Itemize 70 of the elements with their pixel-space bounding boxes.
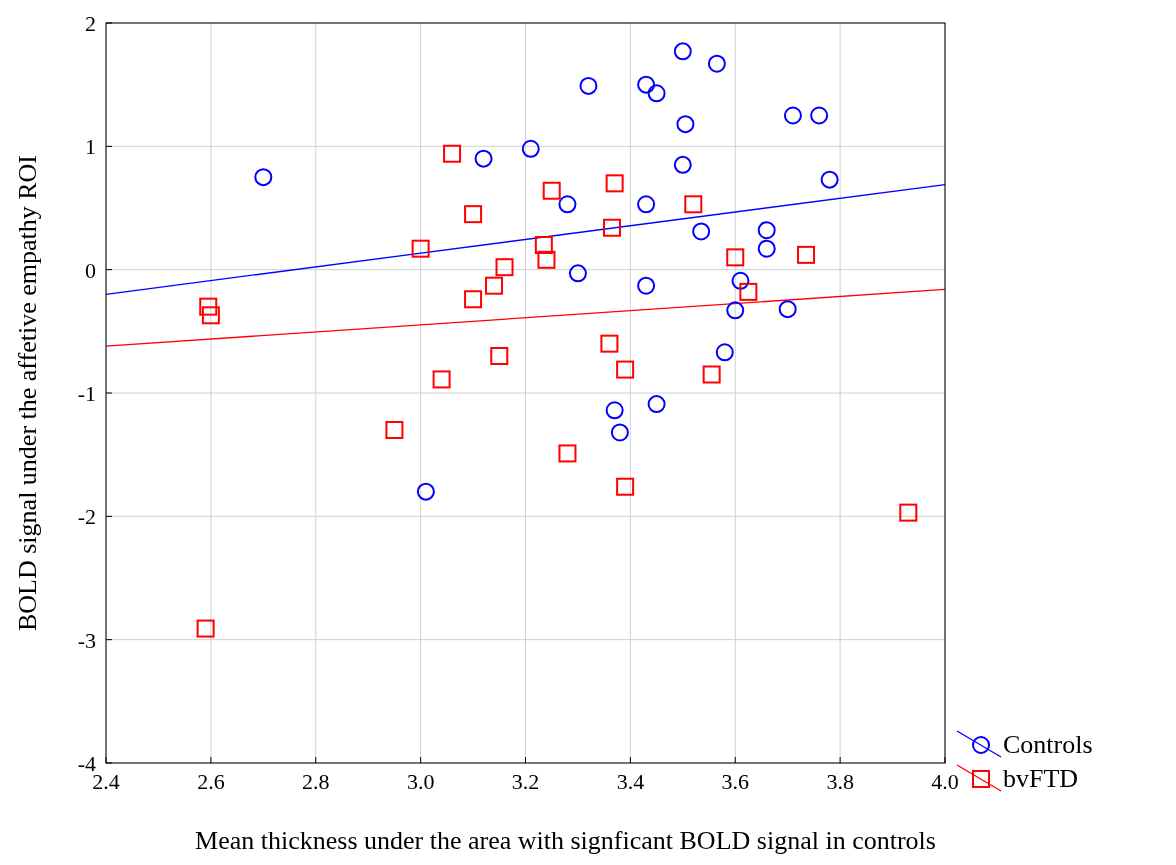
point (474, 149, 493, 168)
x-axis-title: Mean thickness under the area with signficant BOLD signal in controls (195, 826, 936, 855)
point (521, 139, 540, 158)
y-tick-label: 0 (85, 257, 96, 283)
point (416, 482, 435, 501)
y-tick-label: 2 (85, 11, 96, 36)
point (726, 248, 745, 267)
point (783, 106, 802, 125)
point (201, 306, 220, 325)
point (542, 181, 561, 200)
y-tick-label: -1 (77, 381, 96, 406)
point (558, 195, 577, 214)
point (726, 301, 745, 320)
point (637, 195, 656, 214)
legend-label: bvFTD (1003, 764, 1079, 793)
point (637, 276, 656, 295)
point (537, 250, 556, 269)
point (558, 444, 577, 463)
y-tick-label: 1 (85, 134, 96, 160)
point (605, 174, 624, 193)
point (673, 42, 692, 61)
point (490, 347, 509, 365)
point (603, 218, 622, 237)
x-tick-label: 4.0 (931, 769, 959, 794)
point (899, 503, 918, 522)
point (797, 245, 816, 264)
y-axis-title: BOLD signal under the affetive empathy ROI (13, 154, 42, 632)
point (757, 239, 776, 258)
point (647, 395, 666, 414)
point (196, 619, 215, 638)
point (495, 258, 514, 277)
point (579, 76, 598, 95)
x-tick-label: 3.6 (721, 769, 749, 794)
point (647, 84, 666, 103)
point (485, 276, 504, 295)
x-tick-label: 3.2 (511, 769, 540, 794)
x-tick-label: 3.0 (406, 769, 435, 794)
point (739, 282, 758, 301)
point (432, 370, 451, 389)
point (464, 290, 483, 309)
point (810, 106, 829, 125)
point (385, 421, 404, 439)
point (568, 264, 587, 283)
point (605, 401, 624, 420)
y-tick-label: -4 (77, 751, 96, 776)
point (778, 300, 797, 319)
point (757, 221, 776, 240)
x-tick-label: 3.4 (616, 769, 645, 794)
point (411, 239, 430, 258)
point (616, 477, 635, 496)
point (443, 144, 462, 163)
point (464, 205, 483, 224)
point (616, 360, 635, 379)
y-tick-label: -3 (77, 627, 96, 653)
point (684, 195, 703, 214)
y-tick-label: -2 (77, 504, 96, 530)
point (692, 222, 711, 241)
point (676, 115, 695, 134)
point (673, 155, 692, 174)
point (715, 343, 734, 362)
point (820, 170, 839, 189)
x-tick-label: 3.8 (826, 769, 854, 794)
x-tick-label: 2.8 (302, 769, 330, 794)
point (600, 334, 619, 353)
point (702, 365, 721, 384)
point (254, 168, 273, 187)
legend-label: Controls (1003, 730, 1093, 759)
point (610, 423, 629, 442)
point (707, 54, 726, 73)
x-tick-label: 2.6 (197, 769, 225, 794)
